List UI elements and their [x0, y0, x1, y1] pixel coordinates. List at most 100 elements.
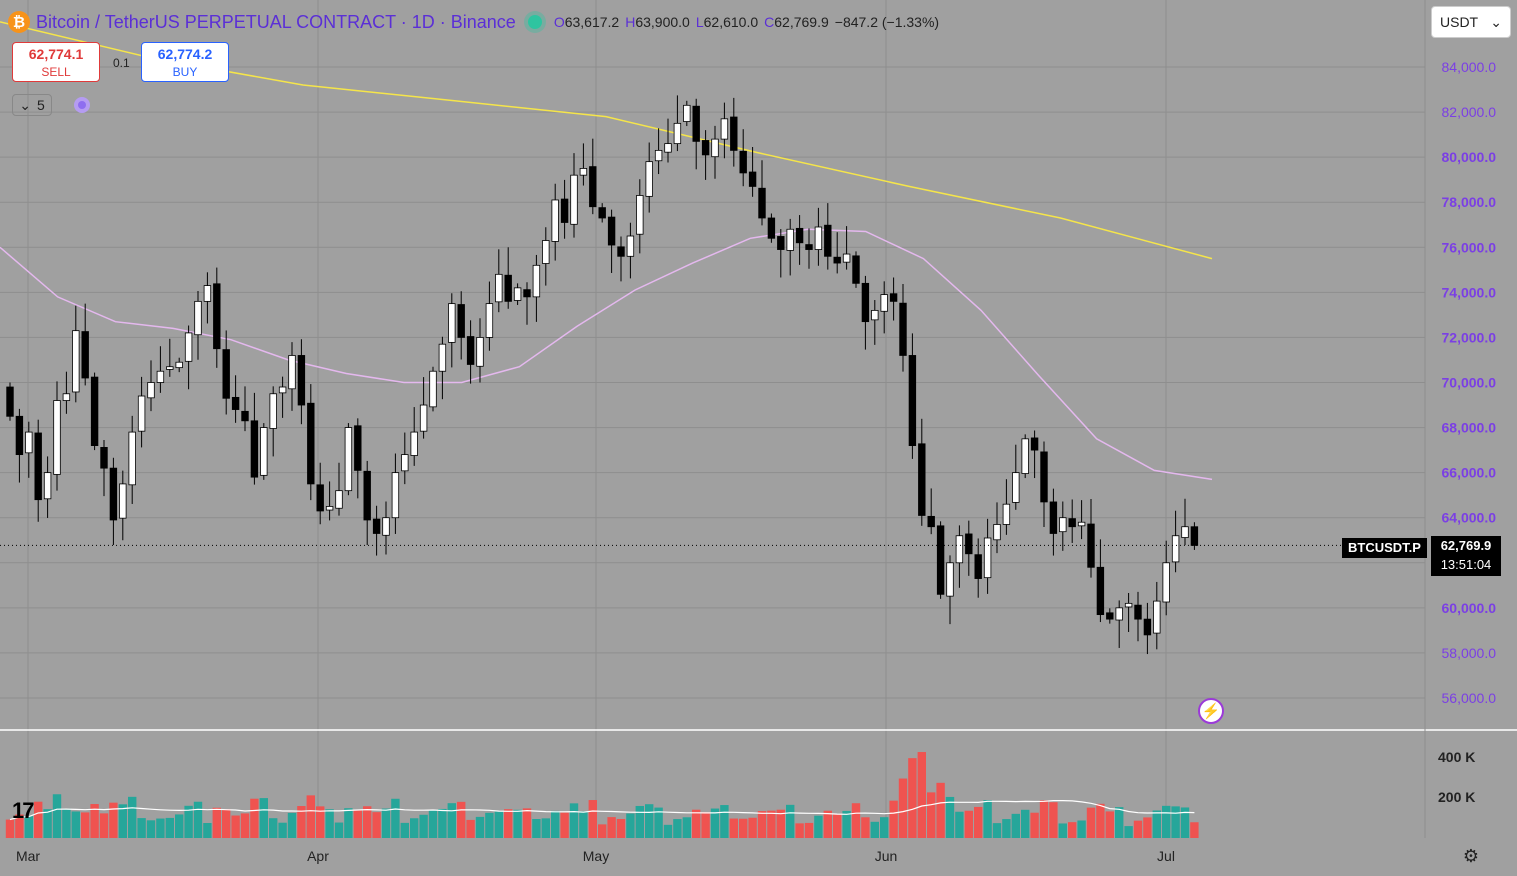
volume-bar — [494, 811, 503, 838]
last-price-tag: 62,769.9 13:51:04 — [1431, 536, 1501, 576]
candle-up — [636, 195, 644, 235]
candle-up — [993, 524, 1001, 541]
volume-bar — [635, 805, 644, 838]
volume-bar — [833, 814, 842, 838]
volume-bar — [24, 816, 33, 838]
volume-bar — [645, 804, 654, 838]
candle-up — [946, 562, 954, 597]
volume-bar — [532, 819, 541, 838]
volume-bar — [1058, 823, 1067, 838]
volume-bar — [616, 819, 626, 838]
volume-bar — [814, 815, 823, 838]
volume-bar — [475, 816, 485, 838]
volume-bar — [1068, 822, 1077, 838]
volume-bar — [588, 800, 597, 838]
volume-bar — [90, 804, 99, 838]
candle-down — [598, 207, 606, 219]
candle-up — [156, 370, 165, 383]
symbol-title[interactable]: Bitcoin / TetherUS PERPETUAL CONTRACT · … — [36, 11, 516, 32]
indicator-count: 5 — [36, 97, 45, 113]
candle-up — [419, 404, 428, 432]
open-value: 63,617.2 — [564, 14, 620, 30]
volume-bar — [739, 818, 748, 838]
symbol-price-tag: BTCUSDT.P — [1342, 538, 1427, 558]
price-axis-label: 70,000.0 — [1442, 375, 1497, 391]
candle-up — [166, 366, 174, 370]
candle-down — [560, 198, 569, 223]
indicators-collapse-button[interactable]: ⌄ 5 — [12, 94, 52, 116]
candle-down — [730, 116, 738, 151]
volume-bar — [372, 812, 381, 838]
candle-down — [889, 293, 898, 302]
volume-bar — [203, 823, 212, 838]
candle-up — [1124, 602, 1133, 608]
candle-up — [570, 174, 578, 225]
volume-ma-line — [9, 799, 1195, 821]
volume-bar — [156, 818, 165, 838]
candle-up — [344, 427, 353, 492]
market-status-icon[interactable] — [527, 15, 542, 29]
volume-bar — [729, 818, 738, 838]
chevron-down-icon: ⌄ — [19, 96, 31, 113]
flash-icon[interactable]: ⚡ — [1198, 698, 1224, 724]
price-axis-label: 66,000.0 — [1442, 465, 1497, 481]
candle-up — [147, 382, 155, 399]
candle-up — [476, 337, 484, 367]
volume-bar — [710, 808, 720, 838]
volume-bar — [62, 808, 71, 838]
candle-down — [1068, 518, 1076, 528]
volume-bar — [99, 813, 109, 838]
candle-up — [128, 431, 136, 486]
volume-bar — [400, 822, 409, 838]
chevron-down-icon: ⌄ — [1490, 13, 1502, 30]
buy-label: BUY — [172, 65, 198, 79]
indicator-visibility-icon[interactable] — [74, 97, 90, 113]
ma-mid-line — [0, 228, 1213, 481]
volume-bar — [908, 758, 917, 838]
candle-down — [824, 224, 832, 257]
volume-bar — [842, 810, 851, 838]
tradingview-logo[interactable]: 17 — [12, 798, 34, 823]
candle-down — [589, 166, 597, 208]
candle-down — [297, 355, 306, 406]
volume-bar — [428, 809, 438, 838]
volume-bar — [522, 808, 532, 838]
change-value: −847.2 (−1.33%) — [834, 14, 940, 30]
volume-bar — [466, 819, 475, 838]
volume-bar — [71, 811, 80, 838]
volume-bar — [287, 812, 297, 838]
candle-up — [1162, 562, 1170, 603]
candle-down — [805, 244, 813, 250]
price-axis-label: 68,000.0 — [1442, 420, 1497, 436]
volume-bar — [43, 809, 52, 838]
volume-bar — [927, 792, 936, 838]
volume-bar — [673, 819, 682, 838]
price-axis-label: 58,000.0 — [1442, 645, 1497, 661]
candle-down — [6, 386, 14, 417]
volume-axis-label: 200 K — [1438, 789, 1475, 805]
candle-up — [382, 517, 390, 536]
settings-gear-icon[interactable]: ⚙ — [1462, 846, 1480, 866]
volume-bar — [1143, 817, 1152, 838]
candle-down — [222, 349, 230, 399]
symbol-header: ₿ Bitcoin / TetherUS PERPETUAL CONTRACT … — [8, 10, 939, 34]
volume-bar — [1011, 813, 1020, 838]
volume-bar — [128, 796, 137, 838]
candle-up — [1171, 535, 1180, 563]
candle-down — [1087, 523, 1095, 568]
volume-bar — [381, 808, 391, 838]
volume-bar — [438, 808, 447, 838]
candle-up — [401, 454, 409, 472]
currency-select[interactable]: USDT ⌄ — [1431, 6, 1511, 38]
volume-bar — [569, 803, 579, 838]
volume-bar — [936, 782, 945, 838]
buy-button[interactable]: 62,774.2 BUY — [141, 42, 229, 82]
volume-bar — [34, 801, 43, 838]
candle-down — [90, 376, 99, 446]
sell-button[interactable]: 62,774.1 SELL — [12, 42, 100, 82]
candle-down — [34, 432, 42, 501]
candle-down — [109, 467, 118, 521]
volume-bar — [231, 815, 240, 838]
volume-bar — [269, 818, 278, 838]
